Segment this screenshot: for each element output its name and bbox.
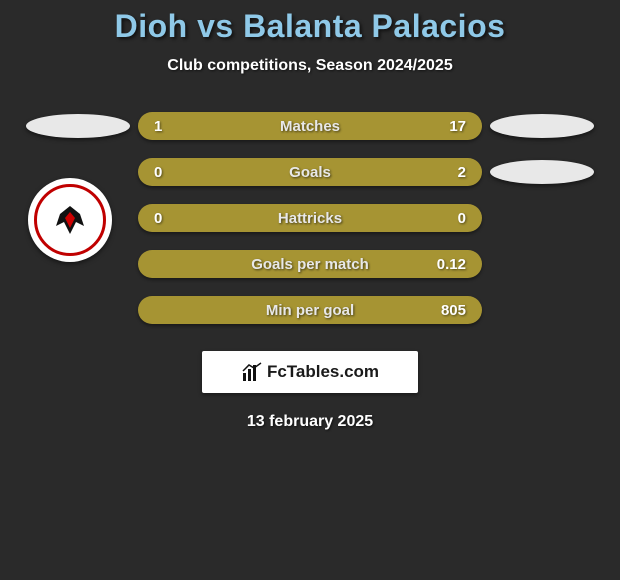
stat-bar-goals: 0 Goals 2 (138, 158, 482, 186)
avatar-placeholder (490, 160, 594, 184)
comparison-card: Dioh vs Balanta Palacios Club competitio… (0, 0, 620, 431)
stat-label: Hattricks (204, 210, 416, 227)
stat-row: 1 Matches 17 (0, 103, 620, 149)
stat-right-value: 0.12 (416, 256, 466, 273)
stat-label: Matches (204, 118, 416, 135)
player-left-crest (28, 178, 112, 262)
chart-icon (241, 361, 263, 383)
player-right-avatar (482, 160, 602, 184)
stat-bar-goals-per-match: Goals per match 0.12 (138, 250, 482, 278)
stat-left-value: 1 (154, 118, 204, 135)
comparison-subtitle: Club competitions, Season 2024/2025 (0, 57, 620, 75)
stat-right-value: 805 (416, 302, 466, 319)
player-right-avatar (482, 114, 602, 138)
stat-left-value: 0 (154, 164, 204, 181)
avatar-placeholder (26, 114, 130, 138)
stat-right-value: 17 (416, 118, 466, 135)
stat-right-value: 0 (416, 210, 466, 227)
player-left-avatar (18, 114, 138, 138)
stat-bar-matches: 1 Matches 17 (138, 112, 482, 140)
brand-badge[interactable]: FcTables.com (202, 351, 418, 393)
brand-text: FcTables.com (267, 362, 379, 382)
comparison-title: Dioh vs Balanta Palacios (0, 8, 620, 45)
stat-bar-min-per-goal: Min per goal 805 (138, 296, 482, 324)
stat-row: Min per goal 805 (0, 287, 620, 333)
stat-label: Min per goal (204, 302, 416, 319)
stat-right-value: 2 (416, 164, 466, 181)
stat-label: Goals per match (204, 256, 416, 273)
avatar-placeholder (490, 114, 594, 138)
stat-label: Goals (204, 164, 416, 181)
comparison-date: 13 february 2025 (0, 413, 620, 431)
club-crest-icon (50, 200, 90, 240)
stat-left-value: 0 (154, 210, 204, 227)
stat-bar-hattricks: 0 Hattricks 0 (138, 204, 482, 232)
